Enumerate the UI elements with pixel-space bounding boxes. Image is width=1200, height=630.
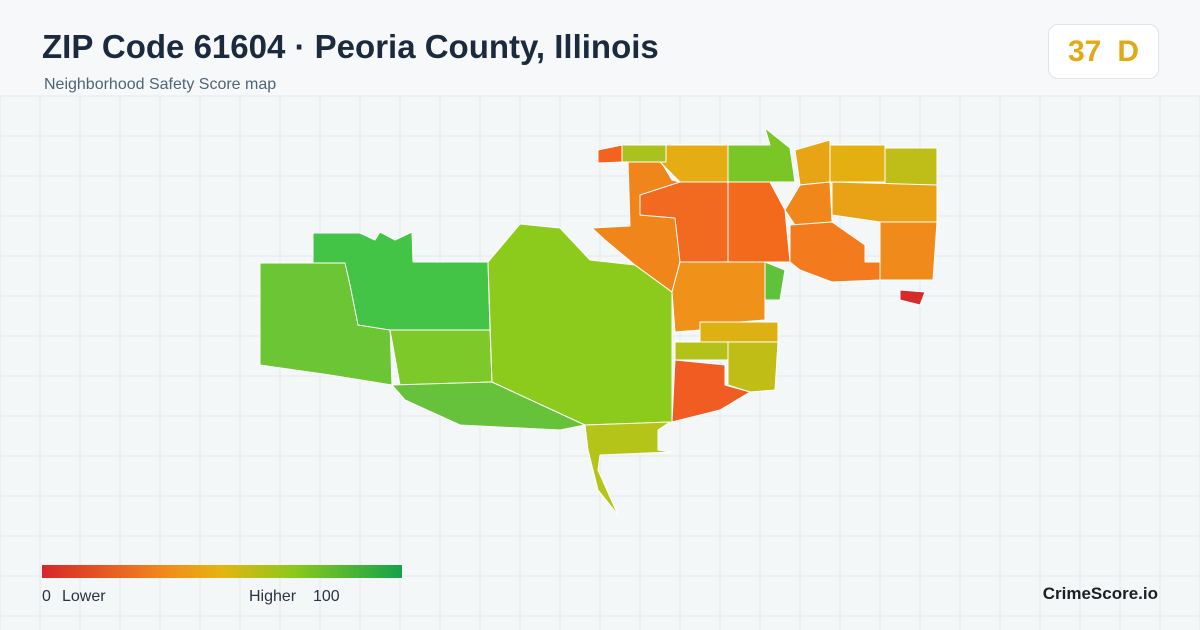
legend-max: 100 [313,588,340,605]
legend-gradient [42,565,402,578]
legend-min: 0 [42,588,51,605]
legend-min-label: Lower [62,588,106,605]
area [727,181,791,263]
area [674,341,729,361]
area [389,329,493,386]
score-grade: D [1117,34,1140,68]
area [829,144,886,183]
legend-max-label: Higher [249,588,297,605]
title: ZIP Code 61604 · Peoria County, Illinois [42,28,659,65]
area [621,144,667,163]
area [899,289,926,306]
area [831,181,938,223]
area [879,221,938,281]
subtitle: Neighborhood Safety Score map [44,76,277,93]
zip-areas [259,127,938,516]
area [584,421,673,516]
score-value: 37 [1067,34,1102,68]
area [727,341,779,393]
score-badge: 37 D [1048,24,1159,79]
area [671,359,751,423]
area [784,181,833,226]
area [699,321,779,343]
area [884,147,938,186]
brand: CrimeScore.io [1042,584,1158,603]
area [764,261,786,301]
